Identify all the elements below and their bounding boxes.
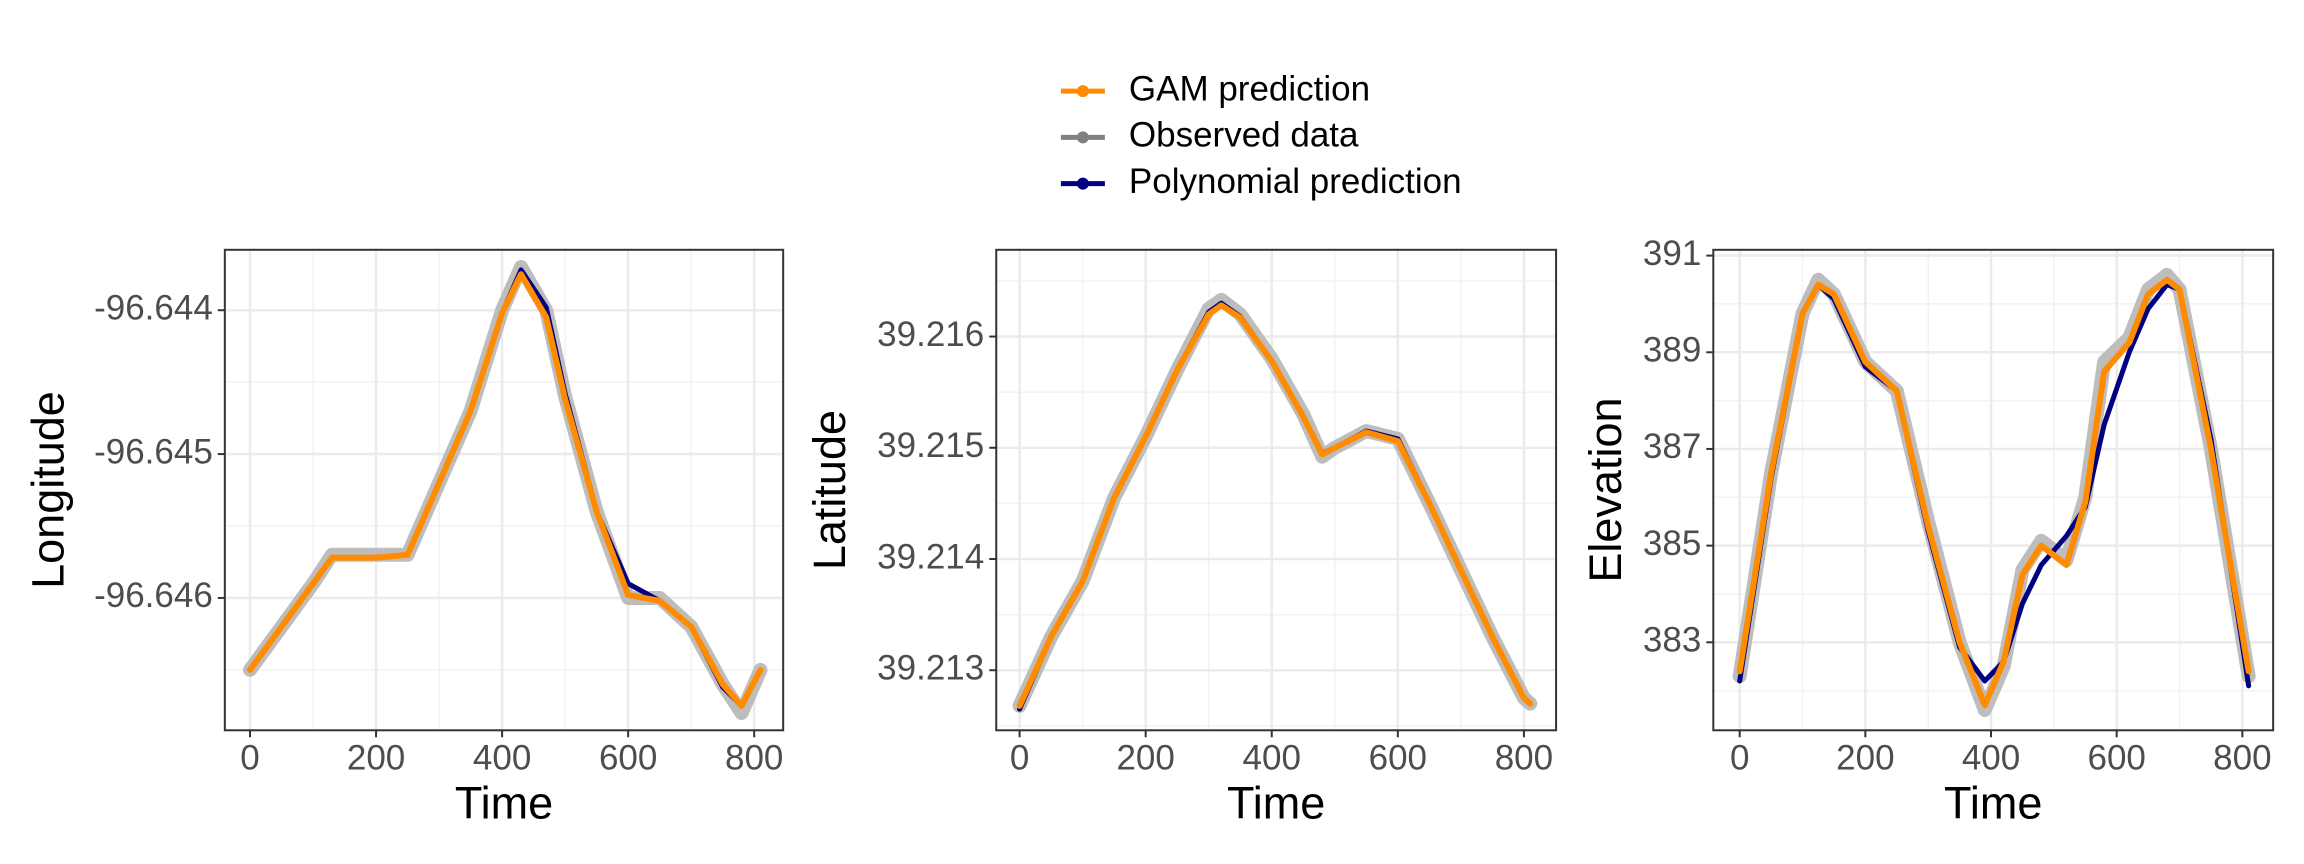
legend-key-dot — [1076, 177, 1089, 190]
x-tick-label: 0 — [1010, 739, 1029, 778]
x-tick-label: 200 — [347, 739, 405, 778]
y-tick-label: -96.644 — [94, 288, 213, 327]
plot-background — [224, 249, 784, 731]
y-axis-title: Longitude — [22, 391, 73, 589]
y-tick-label: 391 — [1643, 234, 1701, 273]
x-tick-label: 600 — [1369, 739, 1427, 778]
x-axis-title: Time — [1944, 778, 2042, 829]
series-line — [247, 271, 764, 709]
y-tick-label: -96.645 — [94, 432, 213, 471]
legend-item: GAM prediction — [1060, 69, 1370, 108]
x-tick-label: 800 — [725, 739, 783, 778]
y-axis-title: Elevation — [1580, 397, 1631, 582]
y-tick-label: 39.213 — [877, 648, 984, 687]
x-tick-label: 400 — [1962, 739, 2020, 778]
x-tick-label: 400 — [473, 739, 531, 778]
y-tick-label: 385 — [1643, 524, 1701, 563]
x-tick-label: 600 — [2087, 739, 2145, 778]
y-tick-label: 39.215 — [877, 426, 984, 465]
plot-border — [223, 248, 785, 732]
legend-label: Polynomial prediction — [1129, 162, 1462, 201]
legend-item: Polynomial prediction — [1060, 162, 1462, 201]
y-tick-label: -96.646 — [94, 576, 213, 615]
plot-border — [995, 248, 1558, 732]
y-tick-label: 383 — [1643, 621, 1701, 660]
x-tick-label: 0 — [240, 739, 259, 778]
y-tick-label: 39.214 — [877, 537, 984, 576]
series-line — [1736, 276, 2252, 709]
x-tick-label: 0 — [1730, 739, 1749, 778]
x-tick-label: 800 — [1495, 739, 1553, 778]
series-line — [1016, 302, 1534, 709]
y-tick-label: 389 — [1643, 331, 1701, 370]
x-tick-label: 600 — [599, 739, 657, 778]
y-axis-title: Latitude — [804, 410, 855, 570]
x-tick-label: 200 — [1836, 739, 1894, 778]
plot-background — [996, 249, 1557, 731]
legend-key-dot — [1076, 85, 1089, 98]
legend-label: Observed data — [1129, 116, 1359, 155]
x-axis-title: Time — [1227, 778, 1325, 829]
y-tick-label: 39.216 — [877, 315, 984, 354]
x-tick-label: 200 — [1116, 739, 1174, 778]
x-axis-title: Time — [455, 778, 553, 829]
legend-key-dot — [1076, 131, 1089, 144]
plot-border — [1712, 248, 2275, 732]
legend-label: GAM prediction — [1129, 69, 1370, 108]
legend-item: Observed data — [1060, 116, 1359, 155]
x-tick-label: 800 — [2213, 739, 2271, 778]
x-tick-label: 400 — [1243, 739, 1301, 778]
y-tick-label: 387 — [1643, 427, 1701, 466]
